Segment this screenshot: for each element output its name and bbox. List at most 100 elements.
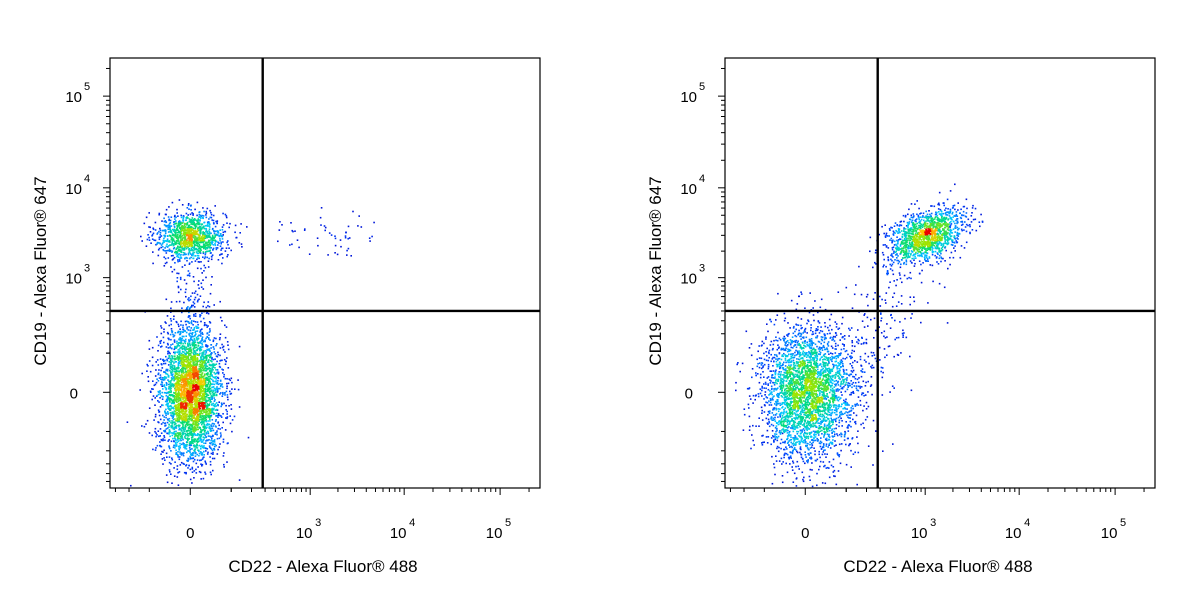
event-dot [173,437,176,440]
event-dot [187,380,190,382]
event-dot [320,207,323,209]
event-dot [344,236,347,239]
event-dot [169,346,171,348]
event-dot [207,420,209,422]
event-dot [195,446,197,449]
event-dot [174,418,176,420]
event-dot [185,240,188,242]
event-dot [191,332,193,335]
event-dot [198,368,200,371]
event-dot [169,244,171,246]
event-dot [184,330,186,332]
event-dot [184,223,187,225]
event-dot [221,395,224,397]
event-dot [185,323,187,326]
event-dot [168,396,170,399]
event-dot [187,391,189,394]
event-dot [211,356,213,359]
event-dot [196,357,199,360]
event-dot [198,216,200,218]
event-dot [197,335,199,338]
event-dot [165,414,167,416]
event-dot [169,394,171,396]
event-dot [199,241,201,243]
event-dot [179,421,182,424]
event-dot [225,247,228,249]
event-dot [170,344,172,346]
event-dot [174,352,176,355]
event-dot [212,383,214,385]
event-dot [167,228,169,231]
event-dot [214,425,217,427]
event-dot [207,387,209,389]
event-dot [173,428,176,430]
event-dot [180,342,182,345]
event-dot [190,453,192,456]
event-dot [208,218,210,220]
event-dot [210,425,213,428]
event-dot [151,398,153,401]
event-dot [193,412,196,415]
event-dot [183,452,185,454]
event-dot [188,249,191,251]
event-dot [202,236,205,239]
event-dot [163,256,165,258]
event-dot [187,460,189,462]
event-dot [193,223,195,225]
event-dot [185,376,187,379]
event-dot [206,389,209,392]
event-dot [196,349,198,352]
event-dot [177,291,180,294]
event-dot [206,326,208,328]
event-dot [188,251,191,254]
event-dot [169,222,172,224]
event-dot [199,248,202,251]
event-dot [227,382,230,385]
event-dot [212,425,215,427]
event-dot [204,442,207,444]
event-dot [154,383,157,386]
event-dot [194,358,197,360]
event-dot [162,336,165,339]
event-dot [195,225,198,227]
event-dot [173,365,176,367]
event-dot [192,220,195,223]
event-dot [207,354,209,357]
event-dot [185,372,188,374]
event-dot [197,418,200,420]
event-dot [209,339,211,341]
event-dot [204,404,206,407]
event-dot [197,378,200,380]
event-dot [207,372,209,374]
event-dot [154,430,156,433]
event-dot [193,355,195,357]
event-dot [177,407,180,410]
event-dot [176,439,179,441]
event-dot [177,260,179,263]
event-dot [222,345,225,348]
event-dot [199,445,202,448]
event-dot [192,366,194,369]
event-dot [186,232,189,234]
event-dot [162,463,164,465]
event-dot [211,408,214,411]
event-dot [239,232,241,234]
event-dot [214,234,216,236]
event-dot [199,459,201,462]
event-dot [190,253,192,255]
event-dot [189,377,192,380]
event-dot [186,221,189,224]
event-dot [163,449,165,452]
event-dot [200,412,203,414]
event-dot [167,257,170,259]
event-dot [172,254,174,257]
event-dot [208,367,211,369]
event-dot [158,369,160,371]
event-dot [167,245,170,247]
event-dot [159,342,162,344]
event-dot [229,415,231,417]
event-dot [202,246,204,248]
event-dot [199,233,202,235]
event-dot [194,255,196,257]
event-dot [210,441,213,444]
